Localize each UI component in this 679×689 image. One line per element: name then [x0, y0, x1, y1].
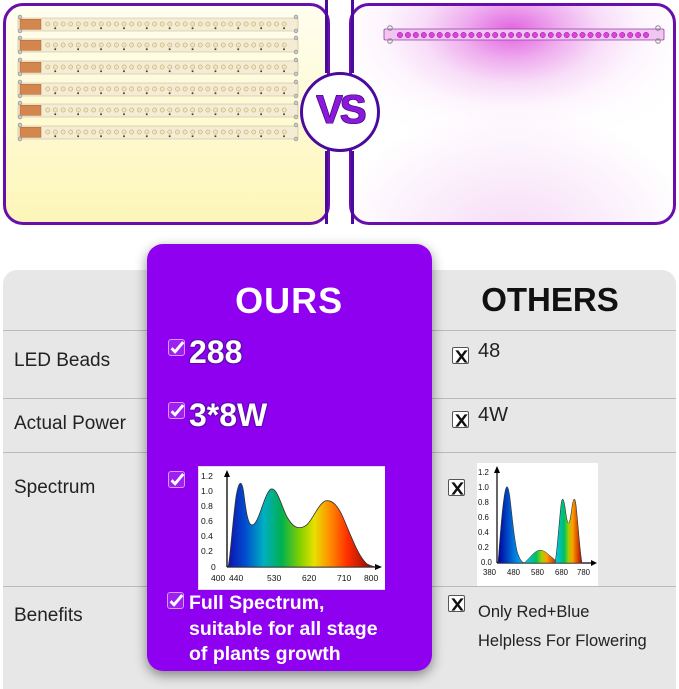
svg-text:0: 0: [211, 562, 216, 572]
svg-text:480: 480: [507, 568, 521, 577]
svg-text:800: 800: [364, 573, 378, 583]
svg-text:440: 440: [229, 573, 243, 583]
svg-text:1.2: 1.2: [201, 471, 213, 481]
svg-text:780: 780: [577, 568, 591, 577]
svg-text:1.0: 1.0: [478, 483, 490, 492]
svg-text:1.0: 1.0: [201, 486, 213, 496]
svg-text:1.2: 1.2: [478, 468, 489, 477]
svg-text:0.2: 0.2: [478, 543, 489, 552]
svg-text:0.4: 0.4: [201, 531, 213, 541]
svg-text:400: 400: [211, 573, 225, 583]
svg-text:0.8: 0.8: [478, 498, 489, 507]
svg-text:380: 380: [483, 568, 497, 577]
svg-text:0.6: 0.6: [201, 516, 213, 526]
svg-text:0.8: 0.8: [201, 501, 213, 511]
svg-text:680: 680: [555, 568, 569, 577]
svg-text:0.4: 0.4: [478, 528, 490, 537]
svg-text:530: 530: [267, 573, 281, 583]
svg-text:710: 710: [337, 573, 351, 583]
svg-text:0.2: 0.2: [201, 546, 213, 556]
svg-text:580: 580: [531, 568, 545, 577]
svg-text:0.0: 0.0: [481, 558, 493, 567]
svg-text:0.6: 0.6: [478, 513, 489, 522]
svg-text:620: 620: [302, 573, 316, 583]
